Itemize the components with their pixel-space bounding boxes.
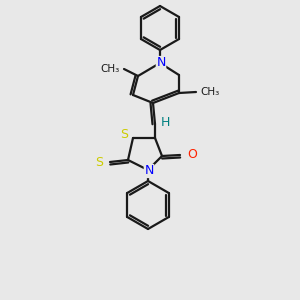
Text: N: N — [144, 164, 154, 178]
Text: CH₃: CH₃ — [200, 87, 219, 97]
Text: CH₃: CH₃ — [101, 64, 120, 74]
Text: S: S — [95, 155, 103, 169]
Text: H: H — [160, 116, 170, 128]
Text: N: N — [156, 56, 166, 70]
Text: O: O — [187, 148, 197, 161]
Text: S: S — [120, 128, 128, 142]
